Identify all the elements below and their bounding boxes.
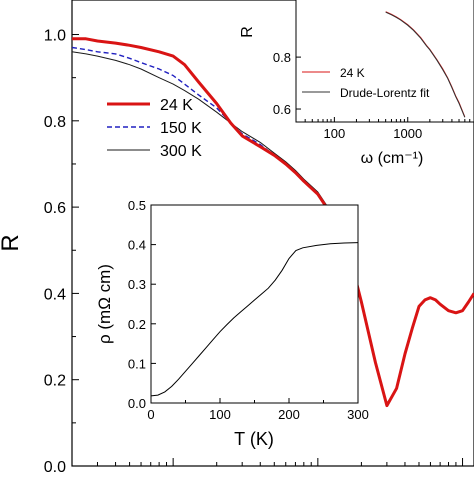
main-x-ticks bbox=[71, 458, 464, 466]
inset-top-right: 0.6 0.8 100 1000 R ω (cm⁻¹) 24 K Drude-Lore… bbox=[239, 0, 474, 167]
inset-top-right-background bbox=[296, 0, 474, 122]
main-legend-label: 150 K bbox=[160, 120, 202, 137]
inset-top-right-x-axis-label: ω (cm⁻¹) bbox=[361, 150, 424, 167]
inset-bottom-series-group bbox=[150, 242, 359, 397]
main-y-tick-label: 0.0 bbox=[44, 459, 66, 474]
inset-bottom-y-tick-label: 0.4 bbox=[128, 238, 146, 253]
inset-top-right-series-drude-lorentz-fit bbox=[385, 11, 466, 118]
inset-top-right-series-group bbox=[385, 11, 466, 118]
inset-bottom-y-tick-label: 0.0 bbox=[128, 396, 146, 411]
main-y-tick-label: 0.4 bbox=[44, 286, 66, 303]
main-legend: 24 K 150 K 300 K bbox=[107, 97, 202, 160]
inset-bottom-x-tick-label: 100 bbox=[209, 407, 231, 422]
main-y-tick-label: 1.0 bbox=[44, 28, 66, 45]
inset-top-right-x-tick-label: 1000 bbox=[393, 126, 422, 141]
inset-bottom-x-tick-label: 300 bbox=[347, 407, 369, 422]
inset-top-right-legend-label: Drude-Lorentz fit bbox=[340, 86, 430, 100]
main-series-group bbox=[71, 37, 474, 408]
main-y-axis-label: R bbox=[0, 234, 24, 251]
inset-bottom-y-tick-label: 0.2 bbox=[128, 317, 146, 332]
inset-bottom-x-ticks: 0 100 200 300 bbox=[147, 398, 369, 422]
main-y-tick-label: 0.2 bbox=[44, 373, 66, 390]
inset-bottom-x-tick-label: 200 bbox=[278, 407, 300, 422]
inset-top-right-y-ticks: 0.6 0.8 bbox=[273, 50, 301, 117]
main-y-tick-label: 0.6 bbox=[44, 200, 66, 217]
inset-bottom-y-tick-label: 0.5 bbox=[128, 198, 146, 213]
inset-top-right-y-tick-label: 0.8 bbox=[273, 50, 291, 65]
inset-bottom-y-tick-label: 0.1 bbox=[128, 356, 146, 371]
main-legend-label: 300 K bbox=[160, 143, 202, 160]
inset-top-right-legend-label: 24 K bbox=[340, 66, 365, 80]
inset-bottom-frame bbox=[150, 204, 359, 404]
main-plot-frame bbox=[71, 0, 474, 467]
inset-top-right-y-tick-label: 0.6 bbox=[273, 102, 291, 117]
inset-bottom-series bbox=[150, 242, 359, 397]
inset-bottom: 0.00.10.20.30.40.5 0 100 200 300 ρ (mΩ cm) … bbox=[95, 198, 369, 449]
main-legend-label: 24 K bbox=[160, 97, 193, 114]
inset-bottom-y-axis-label: ρ (mΩ cm) bbox=[95, 264, 114, 344]
inset-bottom-y-ticks: 0.0 0.1 0.2 0.3 0.4 0.5 bbox=[128, 198, 156, 411]
inset-bottom-x-axis-label: T (K) bbox=[234, 429, 274, 449]
inset-top-right-frame bbox=[295, 0, 474, 123]
inset-top-right-y-axis-label: R bbox=[239, 26, 256, 38]
inset-top-right-legend: 24 K Drude-Lorentz fit bbox=[302, 66, 430, 100]
inset-top-right-x-ticks: 100 1000 bbox=[295, 117, 474, 141]
inset-bottom-y-tick-label: 0.3 bbox=[128, 277, 146, 292]
main-y-ticks: 0.0 0.2 0.4 0.6 0.8 1.0 bbox=[44, 28, 79, 476]
inset-bottom-x-tick-label: 0 bbox=[147, 407, 154, 422]
inset-top-right-x-tick-label: 100 bbox=[324, 126, 346, 141]
main-y-tick-label: 0.8 bbox=[44, 114, 66, 131]
main-series-24-k bbox=[72, 37, 474, 408]
